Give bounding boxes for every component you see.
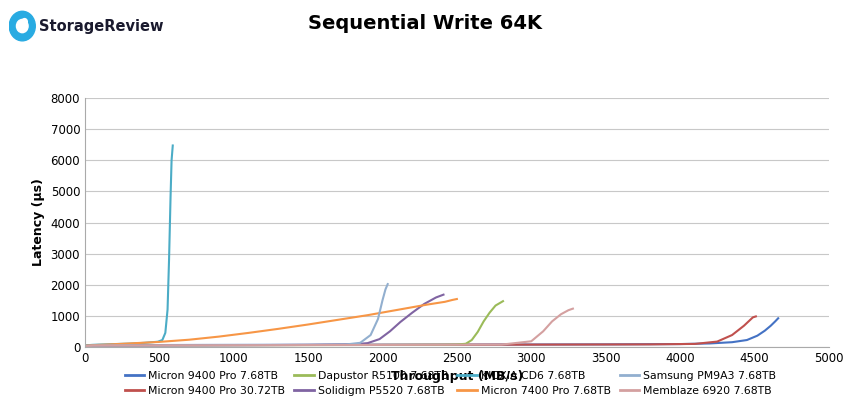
- Circle shape: [22, 18, 27, 25]
- Y-axis label: Latency (µs): Latency (µs): [32, 178, 45, 267]
- Circle shape: [16, 20, 28, 32]
- Text: StorageReview: StorageReview: [39, 18, 163, 34]
- Text: Sequential Write 64K: Sequential Write 64K: [308, 14, 542, 33]
- Legend: Micron 9400 Pro 7.68TB, Micron 9400 Pro 30.72TB, Dapustor R5100 7.68TB, Solidigm: Micron 9400 Pro 7.68TB, Micron 9400 Pro …: [125, 371, 776, 395]
- X-axis label: Throughput (MB/s): Throughput (MB/s): [391, 370, 523, 383]
- Circle shape: [9, 11, 36, 41]
